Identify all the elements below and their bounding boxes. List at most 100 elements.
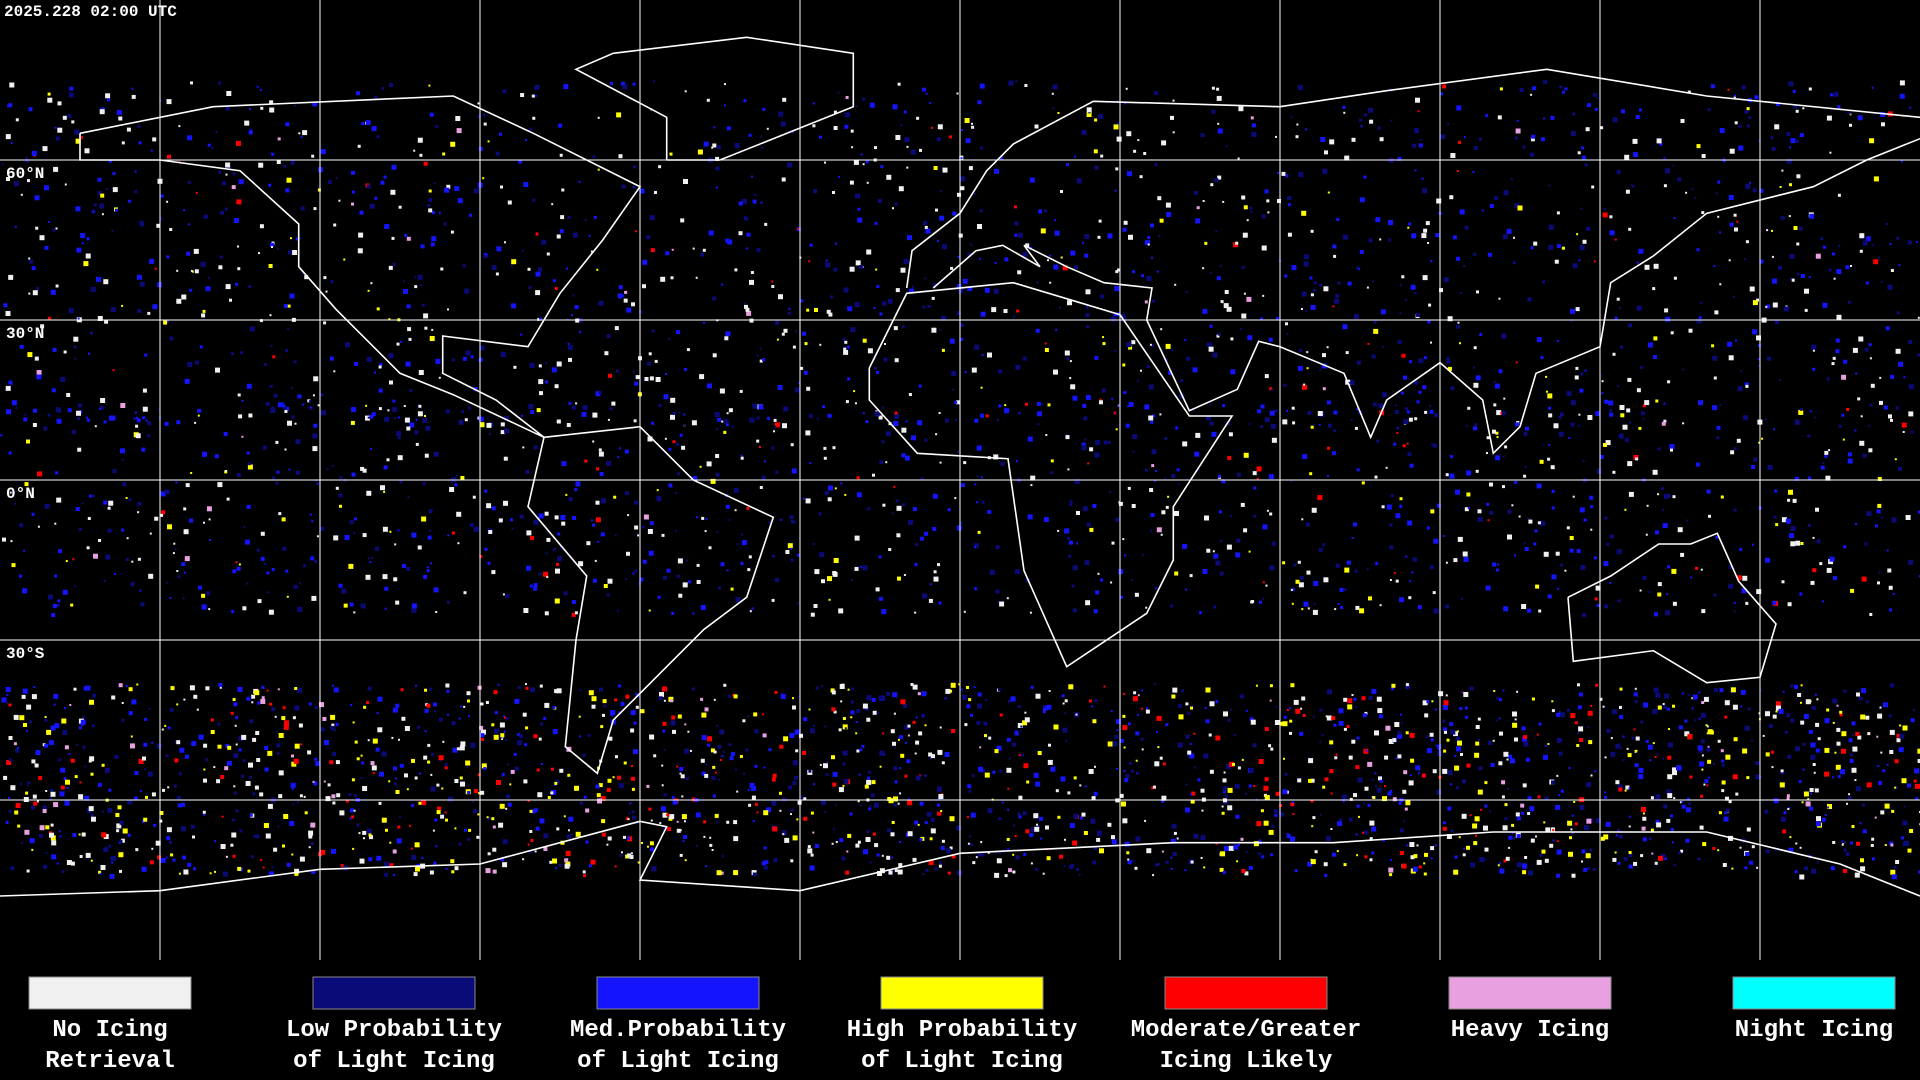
icing-pixel [126, 127, 131, 132]
icing-pixel [555, 866, 558, 869]
icing-pixel [838, 787, 844, 793]
icing-pixel [879, 460, 884, 465]
icing-pixel [1356, 408, 1359, 411]
icing-pixel [1116, 136, 1122, 142]
icing-pixel [270, 242, 274, 247]
icing-pixel [437, 806, 442, 811]
icing-pixel [846, 850, 849, 853]
icing-pixel [266, 571, 270, 575]
icing-pixel [956, 311, 961, 316]
icing-pixel [1067, 300, 1072, 306]
icing-pixel [1068, 554, 1071, 558]
icing-pixel [510, 769, 515, 774]
icing-pixel [614, 534, 617, 537]
icing-pixel [1007, 808, 1010, 811]
icing-pixel [1851, 733, 1854, 736]
icing-pixel [958, 288, 964, 294]
icing-pixel [807, 848, 813, 854]
icing-pixel [816, 417, 819, 420]
icing-pixel [45, 825, 50, 830]
icing-pixel [1717, 180, 1721, 184]
icing-pixel [701, 735, 707, 741]
icing-pixel [1696, 144, 1701, 149]
icing-pixel [1302, 384, 1307, 390]
icing-pixel [282, 844, 285, 848]
icing-pixel [34, 763, 39, 768]
icing-pixel [1602, 705, 1605, 708]
icing-pixel [620, 701, 625, 706]
icing-pixel [987, 509, 992, 514]
icing-pixel [1796, 272, 1800, 276]
icing-pixel [233, 785, 236, 788]
icing-pixel [1140, 369, 1142, 372]
icing-pixel [752, 872, 757, 877]
icing-pixel [973, 686, 976, 689]
icing-pixel [238, 563, 241, 566]
icing-pixel [1792, 90, 1796, 93]
icing-pixel [875, 268, 878, 271]
icing-pixel [766, 127, 769, 130]
icing-pixel [47, 221, 50, 223]
icing-pixel [1523, 474, 1527, 478]
icing-pixel [985, 414, 989, 418]
icing-pixel [1861, 688, 1867, 694]
icing-pixel [571, 314, 573, 316]
icing-pixel [438, 211, 441, 214]
icing-pixel [1397, 340, 1402, 345]
icing-pixel [951, 729, 956, 733]
icing-pixel [53, 703, 56, 706]
icing-pixel [1145, 709, 1150, 714]
icing-pixel [1113, 411, 1117, 415]
icing-pixel [932, 283, 937, 288]
icing-pixel [244, 120, 250, 126]
icing-pixel [1127, 722, 1131, 726]
icing-pixel [275, 440, 279, 444]
icing-pixel [1329, 139, 1335, 145]
icing-pixel [738, 201, 743, 206]
icing-pixel [1795, 139, 1799, 143]
icing-pixel [872, 473, 875, 477]
icing-pixel [1069, 360, 1072, 363]
icing-pixel [1266, 199, 1270, 203]
icing-pixel [1450, 829, 1454, 833]
icing-pixel [60, 767, 66, 773]
icing-pixel [1114, 735, 1119, 739]
icing-pixel [555, 779, 560, 784]
icing-pixel [1712, 847, 1716, 850]
icing-pixel [842, 337, 846, 341]
icing-pixel [771, 280, 774, 283]
icing-pixel [1812, 763, 1816, 766]
icing-pixel [600, 796, 606, 801]
icing-pixel [623, 761, 627, 765]
icing-pixel [381, 751, 387, 757]
icing-pixel [1677, 177, 1682, 182]
icing-pixel [451, 721, 456, 725]
icing-pixel [691, 420, 697, 426]
icing-pixel [1536, 859, 1542, 865]
icing-pixel [1617, 829, 1620, 832]
icing-pixel [713, 698, 716, 701]
icing-pixel [1549, 843, 1554, 848]
icing-pixel [413, 872, 418, 877]
icing-pixel [855, 402, 857, 405]
icing-pixel [1481, 209, 1484, 212]
icing-pixel [663, 793, 667, 797]
icing-pixel [897, 802, 900, 805]
icing-pixel [1351, 137, 1356, 142]
icing-pixel [50, 289, 56, 295]
icing-pixel [1596, 468, 1602, 474]
icing-pixel [248, 413, 253, 418]
icing-pixel [721, 283, 724, 286]
icing-pixel [1228, 432, 1233, 437]
icing-pixel [839, 838, 844, 843]
icing-pixel [1459, 209, 1465, 215]
icing-pixel [82, 745, 86, 749]
icing-pixel [1584, 825, 1589, 831]
icing-pixel [179, 747, 185, 753]
icing-pixel [720, 871, 724, 875]
icing-pixel [1017, 812, 1021, 816]
icing-pixel [429, 687, 433, 691]
icing-pixel [688, 580, 691, 584]
icing-pixel [1657, 592, 1662, 597]
icing-pixel [249, 775, 252, 779]
